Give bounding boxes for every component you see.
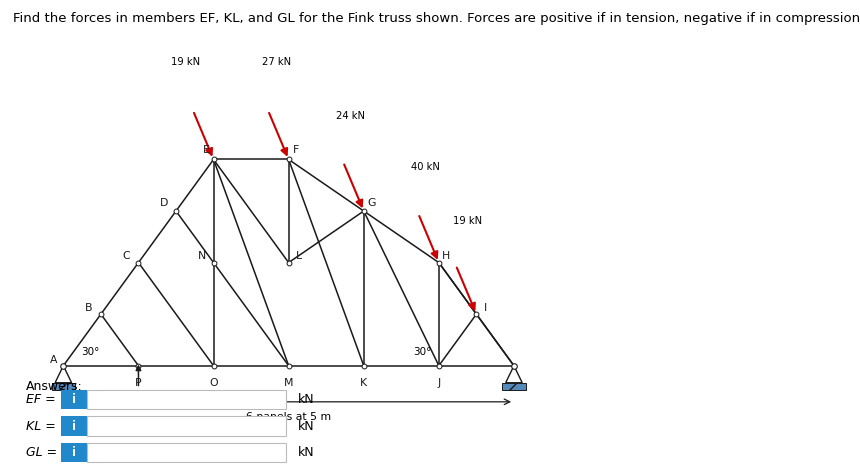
Text: P: P <box>135 378 142 388</box>
Text: C: C <box>123 251 130 261</box>
Text: D: D <box>160 198 169 208</box>
FancyBboxPatch shape <box>61 390 88 409</box>
Text: M: M <box>284 378 293 388</box>
FancyBboxPatch shape <box>88 416 286 436</box>
FancyBboxPatch shape <box>61 443 88 462</box>
Text: G: G <box>367 198 376 208</box>
Text: A: A <box>50 355 58 365</box>
Text: 30°: 30° <box>413 347 432 357</box>
Text: F: F <box>293 145 299 155</box>
Text: B: B <box>85 303 93 313</box>
Text: J: J <box>437 378 440 388</box>
Text: KL =: KL = <box>26 419 56 433</box>
FancyBboxPatch shape <box>88 390 286 409</box>
Text: kN: kN <box>298 446 315 459</box>
Polygon shape <box>52 383 75 389</box>
Text: 30°: 30° <box>81 347 100 357</box>
FancyBboxPatch shape <box>88 443 286 462</box>
Text: E: E <box>203 145 210 155</box>
Text: Find the forces in members EF, KL, and GL for the Fink truss shown. Forces are p: Find the forces in members EF, KL, and G… <box>13 12 860 25</box>
Text: EF =: EF = <box>26 393 55 406</box>
Polygon shape <box>502 383 525 389</box>
Text: i: i <box>72 419 77 433</box>
Text: K: K <box>360 378 367 388</box>
Text: 19 kN: 19 kN <box>171 57 200 67</box>
Text: 27 kN: 27 kN <box>262 57 292 67</box>
Text: kN: kN <box>298 419 315 433</box>
Text: H: H <box>442 251 451 261</box>
Text: i: i <box>72 446 77 459</box>
Text: O: O <box>209 378 218 388</box>
Text: 24 kN: 24 kN <box>336 110 365 120</box>
FancyBboxPatch shape <box>61 416 88 436</box>
Text: N: N <box>198 251 206 261</box>
Text: 40 kN: 40 kN <box>411 162 440 172</box>
Text: I: I <box>484 303 487 313</box>
Text: 6 panels at 5 m: 6 panels at 5 m <box>246 412 331 422</box>
Text: kN: kN <box>298 393 315 406</box>
Text: i: i <box>72 393 77 406</box>
Text: L: L <box>296 251 302 261</box>
Text: GL =: GL = <box>26 446 57 459</box>
Text: Answers:: Answers: <box>26 380 83 393</box>
Text: 19 kN: 19 kN <box>453 216 482 226</box>
